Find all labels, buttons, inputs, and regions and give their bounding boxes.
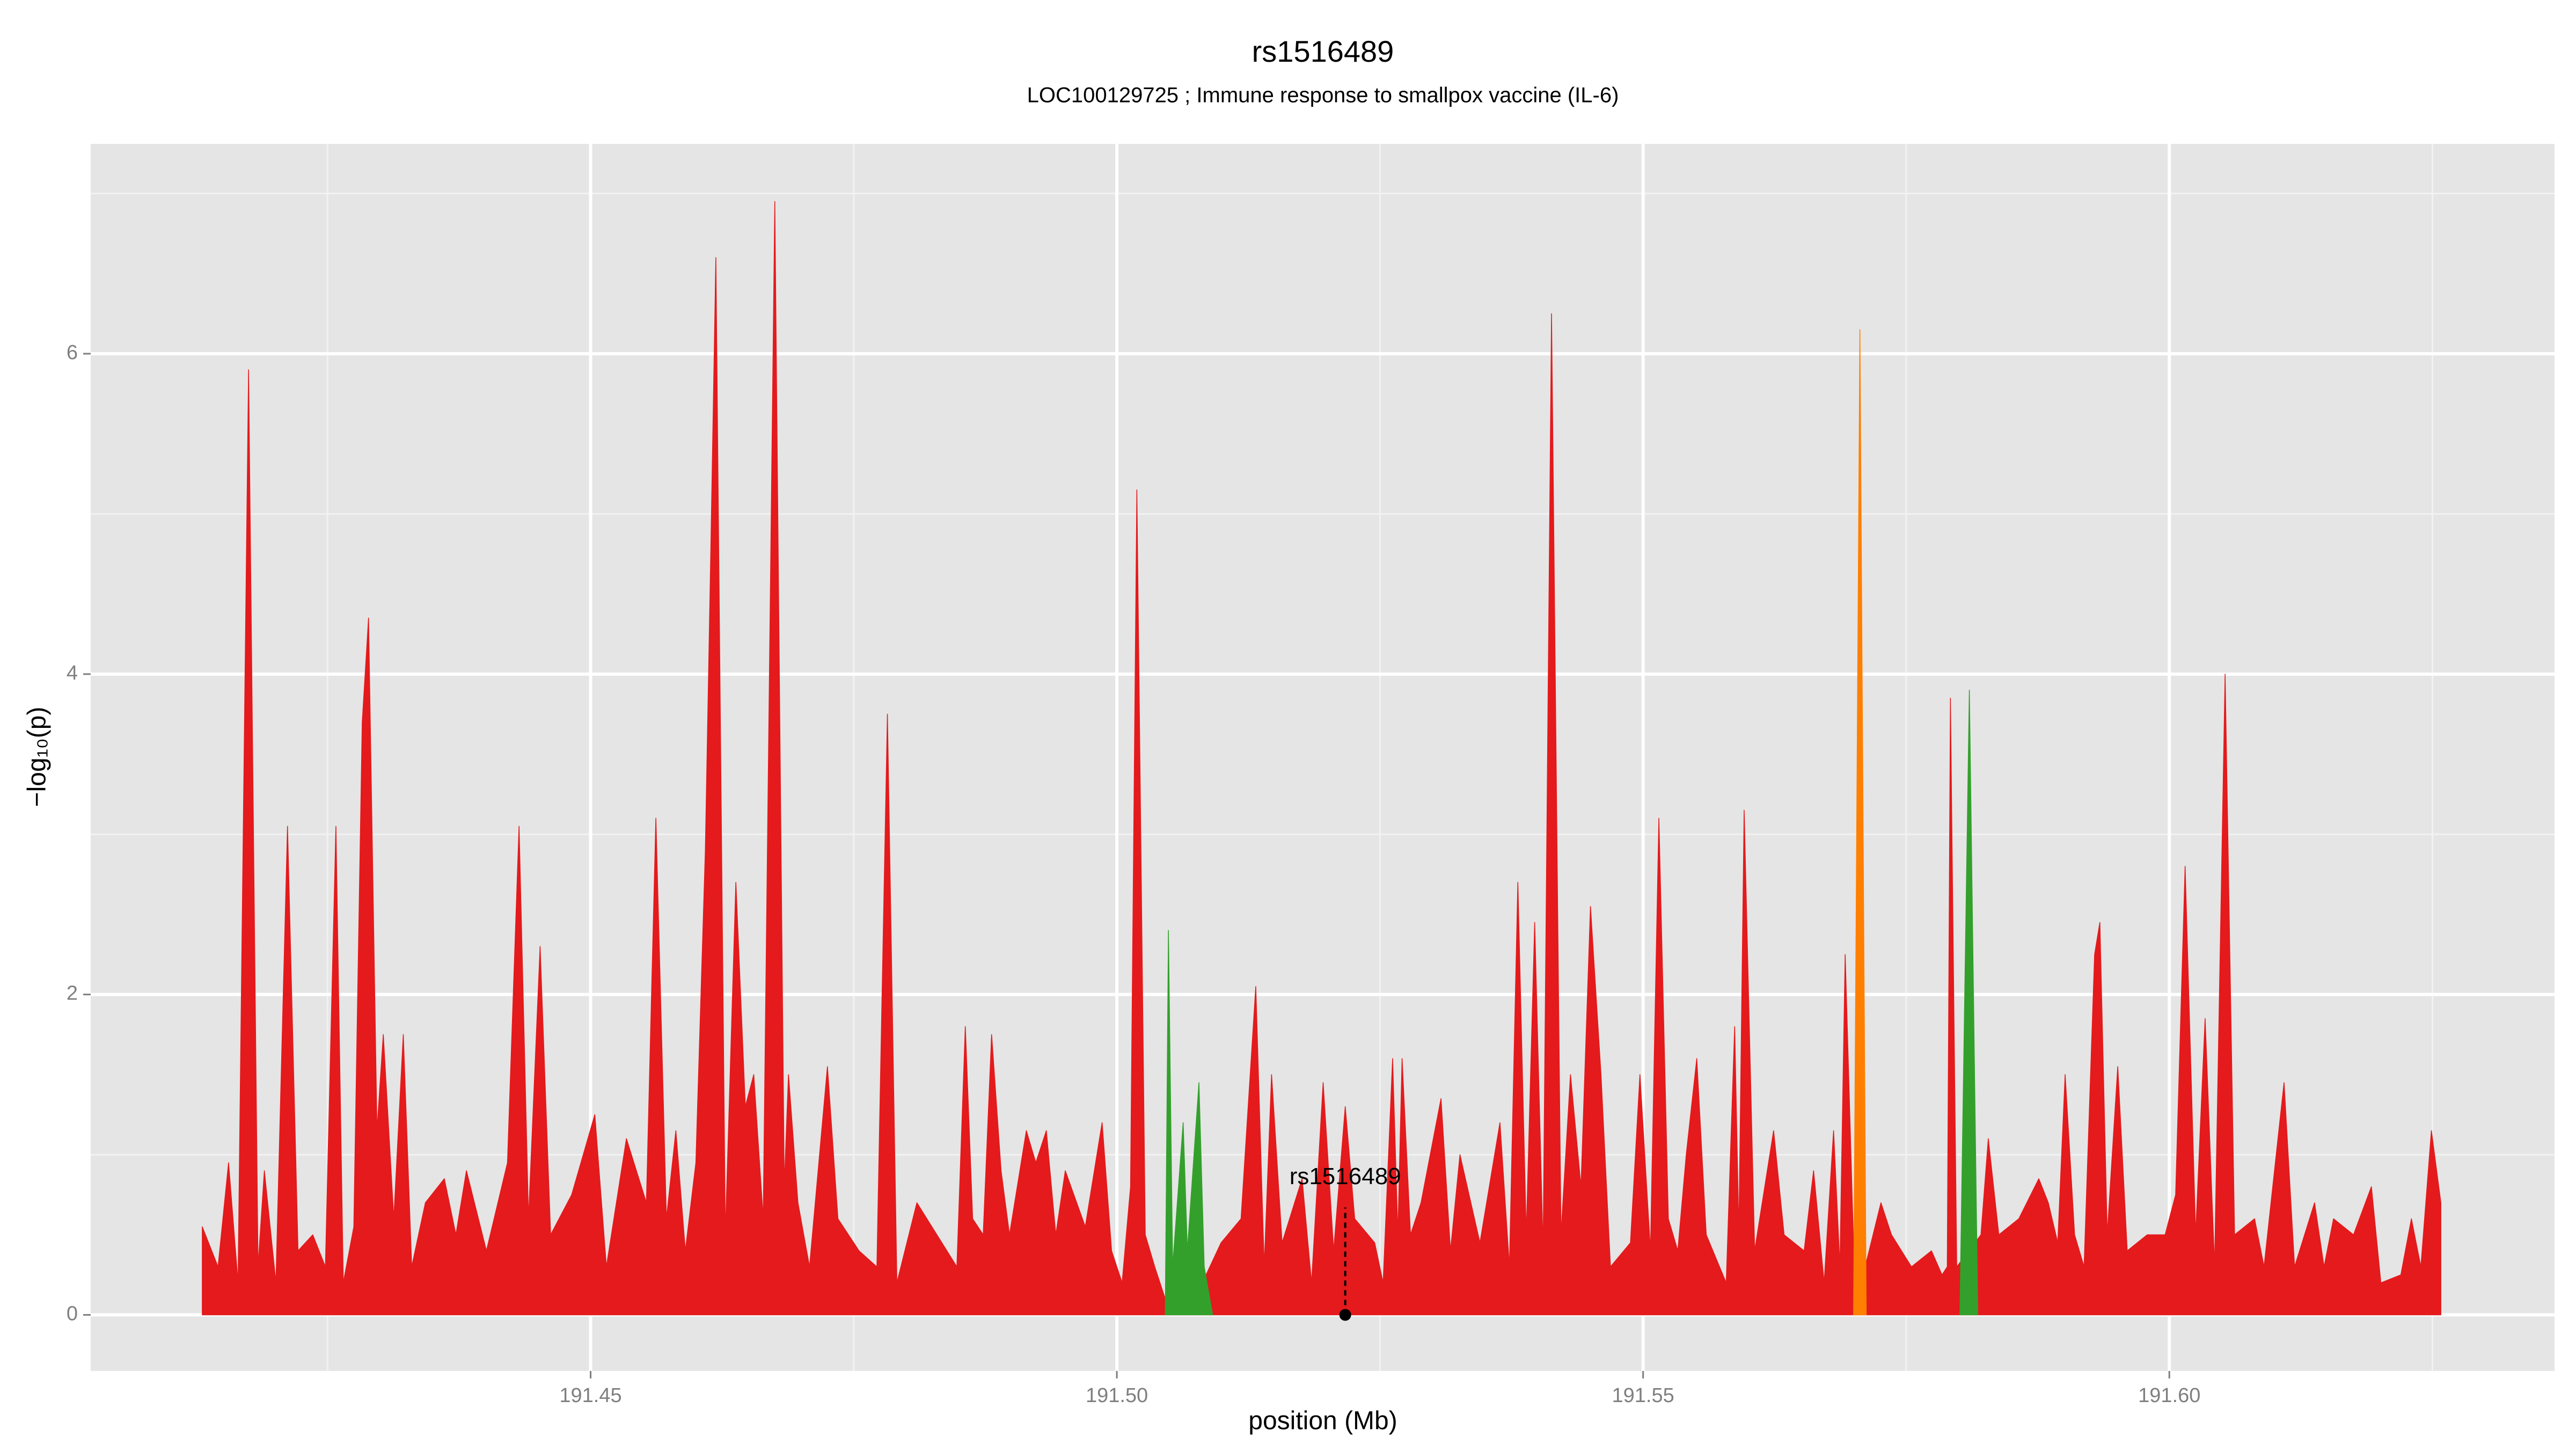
x-tick-label: 191.55 [1612, 1384, 1674, 1407]
annotation-label: rs1516489 [1290, 1163, 1401, 1190]
x-tick-label: 191.45 [559, 1384, 621, 1407]
y-axis-title: −log₁₀(p) [23, 707, 52, 807]
x-tick-label: 191.60 [2138, 1384, 2200, 1407]
x-axis-title: position (Mb) [1248, 1407, 1397, 1435]
chart-subtitle: LOC100129725 ; Immune response to smallp… [1027, 84, 1619, 107]
area [1853, 329, 1867, 1316]
y-tick-label: 2 [67, 982, 78, 1005]
chart-title: rs1516489 [1252, 34, 1394, 68]
y-tick-label: 6 [67, 341, 78, 364]
y-tick-label: 0 [67, 1303, 78, 1325]
area [202, 201, 2441, 1316]
y-tick-label: 4 [67, 662, 78, 684]
annotation-point [1339, 1309, 1351, 1321]
area [1165, 689, 1979, 1316]
x-tick-label: 191.50 [1086, 1384, 1148, 1407]
